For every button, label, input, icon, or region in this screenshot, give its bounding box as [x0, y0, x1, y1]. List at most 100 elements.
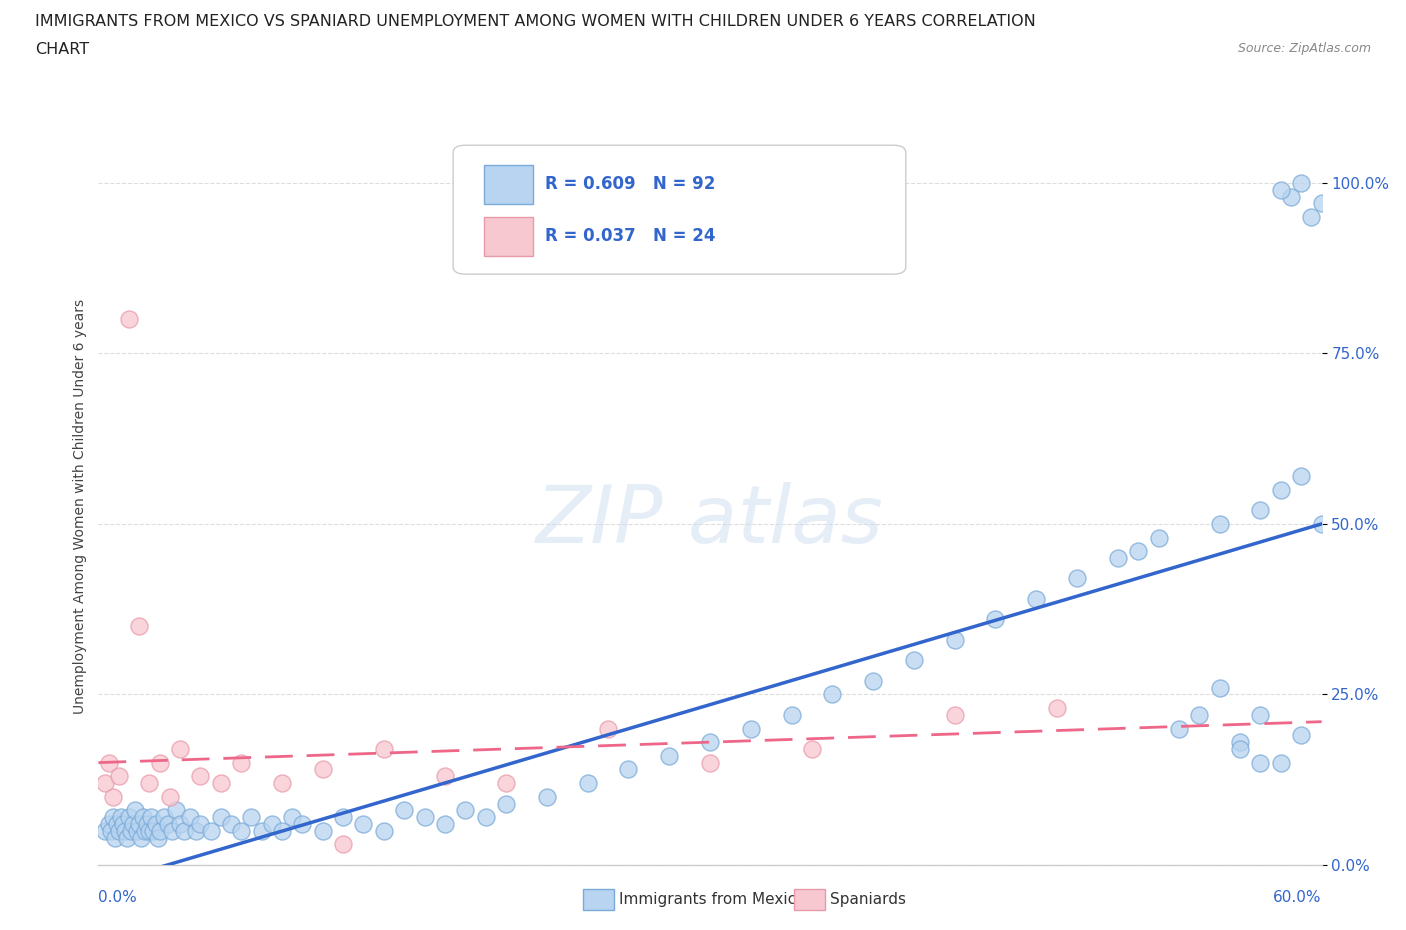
Point	[801, 741, 824, 756]
Point	[93, 776, 115, 790]
Point	[1291, 176, 1313, 191]
Point	[392, 803, 416, 817]
Point	[101, 810, 124, 825]
Point	[576, 776, 599, 790]
Point	[160, 823, 183, 838]
Text: 0.0%: 0.0%	[98, 890, 138, 905]
Point	[179, 810, 201, 825]
Point	[108, 769, 131, 784]
Point	[821, 687, 844, 702]
Point	[219, 817, 242, 831]
Point	[1208, 516, 1232, 531]
Bar	[484, 217, 533, 257]
Point	[127, 823, 149, 838]
Point	[1249, 755, 1271, 770]
Point	[495, 796, 517, 811]
Text: 60.0%: 60.0%	[1274, 890, 1322, 905]
Point	[124, 803, 146, 817]
Point	[173, 823, 195, 838]
Point	[1045, 700, 1069, 715]
Point	[231, 823, 253, 838]
Point	[1291, 469, 1313, 484]
Point	[120, 823, 142, 838]
Point	[209, 810, 232, 825]
Point	[596, 721, 619, 736]
Point	[240, 810, 263, 825]
Point	[118, 312, 141, 326]
Point	[128, 817, 150, 831]
Text: IMMIGRANTS FROM MEXICO VS SPANIARD UNEMPLOYMENT AMONG WOMEN WITH CHILDREN UNDER : IMMIGRANTS FROM MEXICO VS SPANIARD UNEMP…	[35, 14, 1036, 29]
Point	[433, 817, 456, 831]
Point	[658, 749, 681, 764]
Point	[270, 776, 294, 790]
Point	[115, 830, 138, 845]
Point	[134, 823, 156, 838]
Bar	[484, 165, 533, 204]
Text: CHART: CHART	[35, 42, 89, 57]
Point	[1249, 708, 1271, 723]
Point	[312, 823, 335, 838]
Point	[141, 810, 163, 825]
Point	[1310, 196, 1333, 211]
Point	[1310, 516, 1333, 531]
Point	[1270, 755, 1292, 770]
Point	[413, 810, 436, 825]
Point	[110, 810, 132, 825]
Point	[1208, 680, 1232, 695]
Point	[111, 817, 134, 831]
Point	[1291, 728, 1313, 743]
Point	[100, 823, 122, 838]
Point	[132, 810, 155, 825]
Point	[1147, 530, 1170, 545]
Point	[108, 823, 131, 838]
Point	[373, 741, 395, 756]
Point	[122, 817, 145, 831]
Point	[1128, 544, 1150, 559]
Point	[373, 823, 395, 838]
Point	[165, 803, 187, 817]
Point	[159, 790, 181, 804]
Point	[142, 823, 165, 838]
Point	[281, 810, 304, 825]
Point	[433, 769, 456, 784]
Point	[495, 776, 517, 790]
Point	[617, 762, 640, 777]
Point	[152, 810, 174, 825]
Point	[209, 776, 232, 790]
Point	[943, 632, 966, 647]
Point	[984, 612, 1007, 627]
Text: R = 0.037   N = 24: R = 0.037 N = 24	[546, 227, 716, 246]
FancyBboxPatch shape	[453, 145, 905, 274]
Point	[188, 769, 212, 784]
Point	[128, 618, 150, 633]
Point	[260, 817, 283, 831]
Point	[231, 755, 253, 770]
Point	[169, 741, 191, 756]
Point	[454, 803, 477, 817]
Point	[101, 790, 124, 804]
Point	[129, 830, 152, 845]
Point	[1066, 571, 1088, 586]
Y-axis label: Unemployment Among Women with Children Under 6 years: Unemployment Among Women with Children U…	[73, 299, 87, 714]
Point	[291, 817, 314, 831]
Text: Source: ZipAtlas.com: Source: ZipAtlas.com	[1237, 42, 1371, 55]
Point	[312, 762, 335, 777]
Point	[536, 790, 558, 804]
Point	[1279, 189, 1302, 204]
Point	[118, 810, 141, 825]
Text: ZIP atlas: ZIP atlas	[536, 482, 884, 560]
Point	[332, 837, 354, 852]
Point	[97, 817, 120, 831]
Point	[186, 823, 208, 838]
Point	[149, 823, 172, 838]
Point	[699, 735, 721, 750]
Point	[200, 823, 222, 838]
Point	[149, 755, 172, 770]
Point	[1270, 182, 1292, 197]
Point	[780, 708, 803, 723]
Point	[1249, 503, 1271, 518]
Point	[903, 653, 925, 668]
Point	[250, 823, 273, 838]
Point	[146, 830, 169, 845]
Point	[352, 817, 374, 831]
